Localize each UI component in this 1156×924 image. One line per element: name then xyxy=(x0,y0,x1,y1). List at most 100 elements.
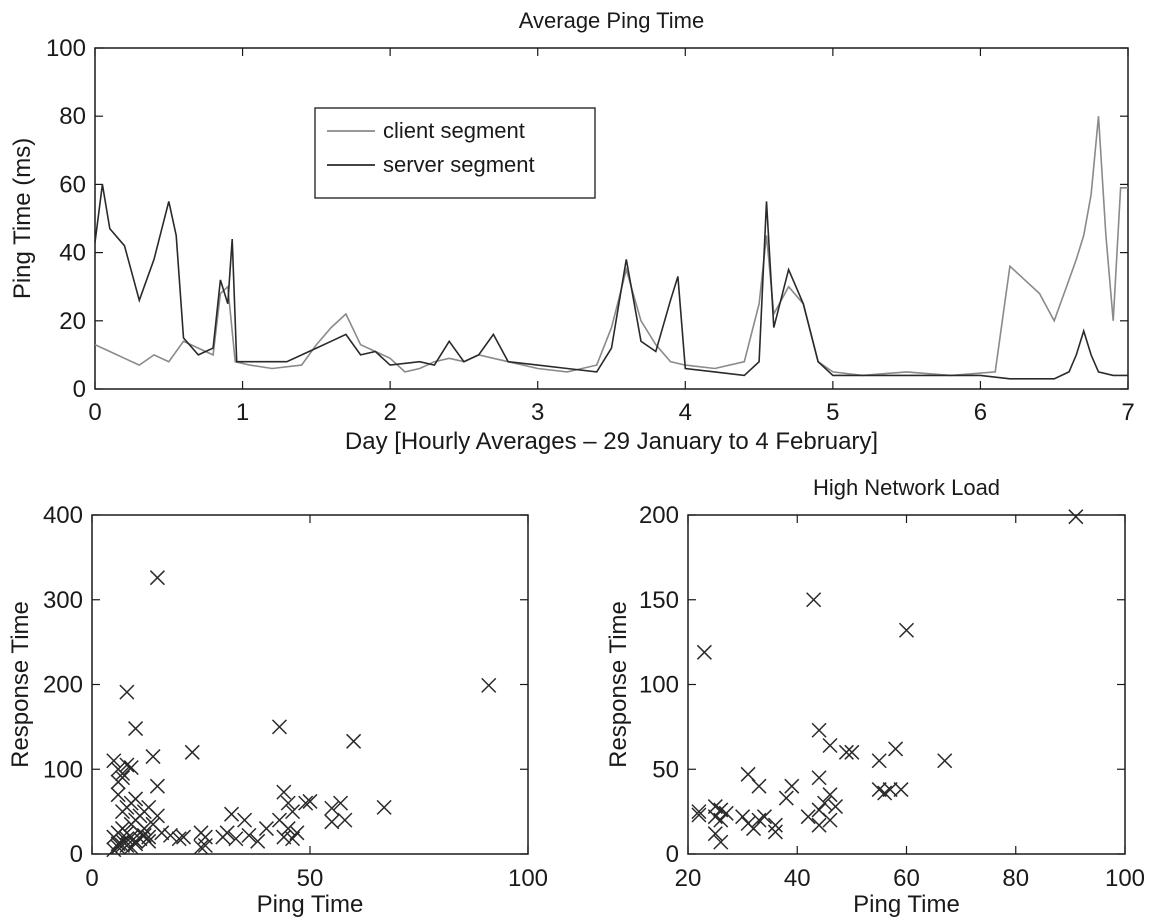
marker-stroke xyxy=(751,778,767,794)
x-tick-label: 100 xyxy=(508,865,548,892)
legend-label: server segment xyxy=(383,152,535,177)
scatter-point xyxy=(141,833,157,849)
marker-stroke xyxy=(346,733,362,749)
x-tick-label: 4 xyxy=(679,399,692,426)
marker-stroke xyxy=(767,817,783,833)
scatter-point xyxy=(718,805,734,821)
x-tick-label: 20 xyxy=(675,865,702,892)
marker-stroke xyxy=(136,827,152,843)
x-tick-label: 7 xyxy=(1121,399,1134,426)
scatter-point xyxy=(827,799,844,815)
scatter-point xyxy=(149,570,165,586)
series-line-server xyxy=(94,184,1128,380)
marker-stroke xyxy=(740,766,756,782)
marker-stroke xyxy=(324,800,340,816)
x-tick-label: 2 xyxy=(383,399,396,426)
scatter-point xyxy=(298,795,314,811)
scatter-point xyxy=(767,824,783,840)
marker-stroke xyxy=(114,837,131,854)
marker-stroke xyxy=(871,782,887,798)
marker-stroke xyxy=(778,790,794,806)
x-axis-label: Ping Time xyxy=(853,891,960,918)
scatter-point xyxy=(811,817,827,833)
plot-frame xyxy=(687,514,1126,855)
x-tick-label: 60 xyxy=(893,865,920,892)
scatter-point xyxy=(337,812,353,828)
marker-stroke xyxy=(219,825,235,841)
scatter-point xyxy=(691,807,707,823)
marker-stroke xyxy=(811,770,827,786)
marker-stroke xyxy=(767,824,783,840)
marker-stroke xyxy=(376,799,392,815)
marker-stroke xyxy=(237,812,253,828)
scatter-point xyxy=(800,809,816,825)
plot-frame xyxy=(94,47,1129,390)
scatter-point xyxy=(184,744,200,760)
scatter-point xyxy=(110,787,126,803)
scatter-point xyxy=(937,753,953,769)
marker-stroke xyxy=(119,825,135,841)
marker-stroke xyxy=(822,787,838,803)
marker-stroke xyxy=(898,622,915,638)
y-tick-label: 0 xyxy=(666,841,679,868)
scatter-point xyxy=(898,622,915,638)
marker-stroke xyxy=(811,802,827,818)
scatter-point xyxy=(822,737,838,754)
scatter-point xyxy=(844,744,860,760)
marker-stroke xyxy=(822,737,838,754)
legend-label: client segment xyxy=(383,118,525,143)
scatter-point xyxy=(223,806,240,822)
scatter-point xyxy=(285,831,301,847)
marker-stroke xyxy=(149,778,165,794)
marker-stroke xyxy=(735,809,751,825)
marker-stroke xyxy=(817,795,833,811)
marker-stroke xyxy=(145,816,161,832)
marker-stroke xyxy=(827,799,844,815)
scatter-point xyxy=(707,826,723,842)
marker-stroke xyxy=(228,831,244,847)
marker-stroke xyxy=(176,829,192,845)
chart-title: Average Ping Time xyxy=(519,8,704,33)
marker-stroke xyxy=(888,741,904,757)
scatter-point xyxy=(806,592,822,608)
x-tick-label: 1 xyxy=(236,399,249,426)
y-tick-label: 100 xyxy=(639,672,679,699)
scatter-point xyxy=(332,795,349,811)
scatter-point xyxy=(346,733,362,749)
marker-stroke xyxy=(756,809,773,825)
scatter-point xyxy=(838,744,854,760)
scatter-point xyxy=(162,827,179,843)
marker-stroke xyxy=(141,799,157,815)
scatter-point xyxy=(811,770,827,786)
marker-stroke xyxy=(696,644,712,660)
x-tick-label: 5 xyxy=(826,399,839,426)
y-axis-label: Response Time xyxy=(7,601,34,768)
scatter-point xyxy=(822,787,838,803)
scatter-point xyxy=(106,842,122,858)
x-tick-label: 80 xyxy=(1002,865,1029,892)
scatter-point xyxy=(756,809,773,825)
y-tick-label: 300 xyxy=(43,587,83,614)
scatter-point xyxy=(276,829,292,845)
x-axis-label: Day [Hourly Averages – 29 January to 4 F… xyxy=(345,428,878,455)
scatter-point xyxy=(114,837,131,854)
marker-stroke xyxy=(258,821,274,837)
marker-stroke xyxy=(324,814,340,830)
scatter-point xyxy=(302,793,318,809)
marker-stroke xyxy=(707,799,723,815)
marker-stroke xyxy=(811,817,827,833)
x-tick-label: 0 xyxy=(85,865,98,892)
marker-stroke xyxy=(838,744,854,760)
marker-stroke xyxy=(271,812,288,828)
scatter-point xyxy=(119,684,135,700)
x-tick-label: 0 xyxy=(88,399,101,426)
scatter-point xyxy=(171,831,187,847)
marker-stroke xyxy=(691,807,707,823)
marker-stroke xyxy=(123,760,139,776)
scatter-point xyxy=(767,817,783,833)
scatter-point xyxy=(871,753,887,769)
scatter-point xyxy=(784,778,800,794)
y-tick-label: 150 xyxy=(639,587,679,614)
scatter-point xyxy=(110,774,126,790)
scatter-point xyxy=(271,719,288,735)
